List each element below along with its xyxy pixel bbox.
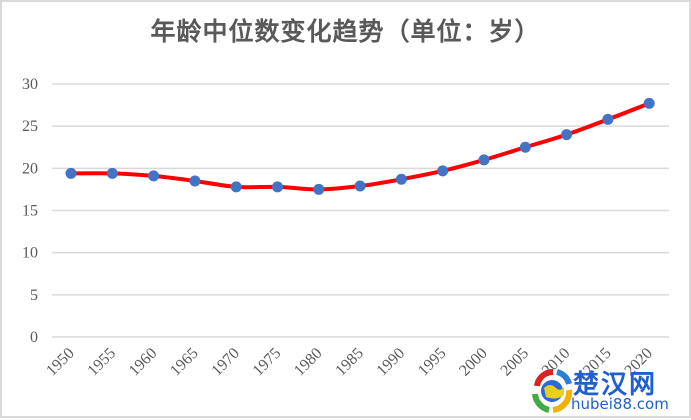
watermark: 楚汉网 hubei88.com [529,366,689,416]
data-point-marker [65,167,77,179]
chart-title: 年龄中位数变化趋势（单位：岁） [150,17,541,46]
data-point-marker [189,175,201,187]
x-tick-label: 1985 [332,345,367,380]
data-point-marker [395,173,407,185]
x-tick-label: 1955 [84,345,119,380]
x-tick-label: 1950 [43,345,78,380]
y-tick-label: 15 [22,203,38,220]
data-point-marker [313,183,325,195]
y-tick-label: 10 [22,245,38,262]
x-tick-label: 1980 [291,345,326,380]
data-point-marker [602,113,614,125]
data-point-marker [148,170,160,182]
data-point-marker [106,167,118,179]
data-point-marker [561,129,573,141]
x-tick-label: 1960 [126,345,161,380]
x-tick-label: 1990 [374,345,409,380]
data-point-marker [230,181,242,193]
x-tick-label: 1975 [250,345,285,380]
x-tick-label: 1995 [415,345,450,380]
data-point-marker [519,141,531,153]
x-tick-label: 2000 [456,345,491,380]
data-point-marker [643,97,655,109]
globe-logo-icon [532,368,573,413]
data-point-marker [478,154,490,166]
y-tick-label: 20 [22,160,38,177]
data-point-marker [437,165,449,177]
x-tick-label: 1965 [167,345,202,380]
y-tick-label: 0 [30,329,38,346]
watermark-name: 楚汉网 [573,370,658,400]
y-tick-label: 25 [22,118,38,135]
x-tick-label: 2005 [497,345,532,380]
y-tick-label: 30 [22,76,38,93]
data-point-marker [272,181,283,193]
x-tick-label: 1970 [208,345,243,380]
data-point-marker [354,180,366,192]
y-tick-label: 5 [30,287,38,304]
watermark-site: hubei88.com [571,395,669,413]
